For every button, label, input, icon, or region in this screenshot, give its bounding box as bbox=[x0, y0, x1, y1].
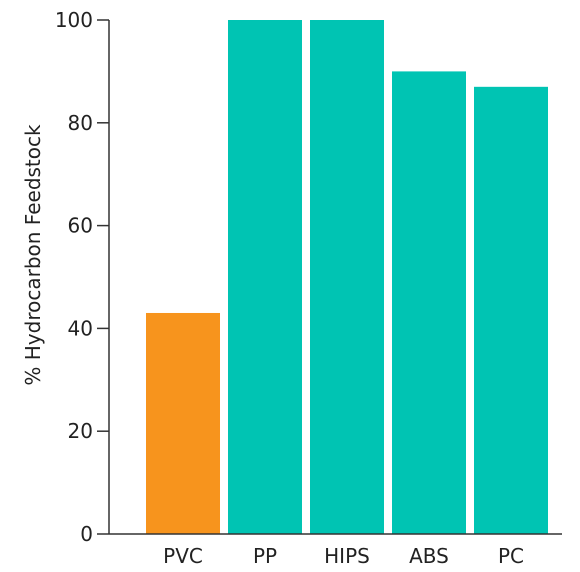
y-tick-label-0: 0 bbox=[80, 522, 93, 546]
labels-layer: PVC PP HIPS ABS PC 0 20 40 60 80 100 bbox=[55, 8, 524, 568]
bar-pp bbox=[228, 20, 302, 534]
x-tick-label-pp: PP bbox=[253, 544, 277, 568]
bar-pvc bbox=[146, 312, 220, 534]
x-tick-label-pvc: PVC bbox=[163, 544, 203, 568]
x-tick-label-pc: PC bbox=[498, 544, 524, 568]
y-tick-label-60: 60 bbox=[68, 214, 93, 238]
x-tick-label-abs: ABS bbox=[409, 544, 449, 568]
x-tick-label-hips: HIPS bbox=[324, 544, 370, 568]
bar-abs bbox=[392, 71, 466, 535]
axes-layer bbox=[97, 19, 562, 535]
y-tick-label-20: 20 bbox=[68, 419, 93, 443]
bar-hips bbox=[310, 20, 384, 534]
y-tick-label-100: 100 bbox=[55, 8, 93, 32]
bars-layer bbox=[146, 20, 548, 535]
y-tick-label-80: 80 bbox=[68, 111, 93, 135]
y-axis-title: % Hydrocarbon Feedstock bbox=[21, 124, 45, 386]
bar-pc bbox=[474, 86, 548, 534]
y-tick-label-40: 40 bbox=[68, 316, 93, 340]
